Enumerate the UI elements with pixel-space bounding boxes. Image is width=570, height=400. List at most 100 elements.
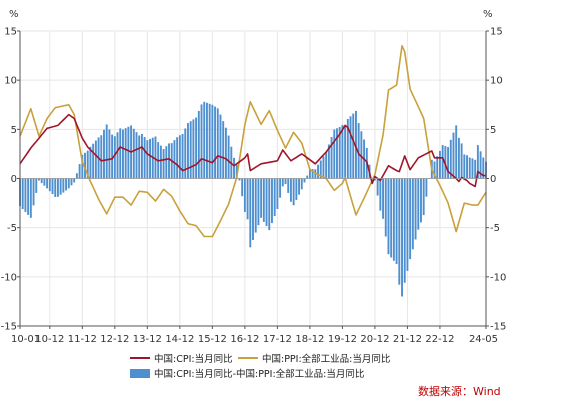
spread-bar: [460, 143, 463, 179]
spread-bar: [116, 132, 119, 179]
spread-bar: [70, 178, 73, 186]
spread-bar: [178, 135, 181, 179]
spread-bar: [319, 160, 322, 179]
spread-bar: [336, 128, 338, 179]
spread-bar: [159, 145, 162, 179]
spread-bar: [168, 143, 170, 179]
spread-bar: [224, 127, 227, 179]
spread-bar: [84, 152, 86, 179]
spread-bar: [409, 178, 412, 260]
spread-bar: [338, 127, 341, 179]
spread-bar: [143, 137, 146, 179]
spread-bar: [138, 135, 141, 179]
spread-bar: [466, 155, 468, 179]
spread-bar: [111, 134, 114, 179]
spread-bar: [474, 159, 477, 179]
spread-bar: [468, 157, 471, 179]
spread-bar: [227, 135, 230, 179]
legend-label-spread: 中国:CPI:当月同比-中国:PPI:全部工业品:当月同比: [154, 369, 365, 380]
spread-bar: [271, 178, 273, 224]
spread-bar: [149, 138, 151, 179]
spread-bar: [284, 178, 287, 185]
spread-bar: [62, 178, 65, 193]
spread-bar: [51, 178, 54, 195]
spread-bar: [216, 108, 219, 179]
spread-bar: [75, 173, 78, 179]
spread-bar: [476, 145, 479, 179]
x-tick-label: 16-12: [230, 334, 259, 345]
spread-bar: [447, 147, 450, 179]
spread-bar: [197, 110, 200, 179]
spread-bar: [222, 121, 225, 179]
spread-bar: [279, 178, 282, 198]
spread-bar: [382, 178, 384, 219]
spread-bar: [103, 129, 105, 179]
spread-bar: [262, 178, 265, 222]
spread-bar: [124, 128, 127, 179]
spread-bar: [132, 128, 135, 179]
ppi-line: [19, 45, 487, 238]
spread-bar: [249, 178, 252, 248]
spread-bar: [268, 178, 271, 231]
spread-bar: [292, 178, 295, 206]
spread-bar: [257, 178, 260, 226]
spread-bar: [254, 178, 257, 233]
spread-bar: [214, 106, 217, 179]
spread-bar: [330, 137, 333, 179]
spread-bar: [455, 125, 458, 179]
spread-bar: [452, 132, 455, 179]
spread-bar: [59, 178, 62, 195]
right-axis-unit: %: [483, 9, 493, 20]
spread-bar: [265, 178, 268, 227]
spread-bar: [273, 178, 276, 217]
spread-bar: [482, 157, 485, 179]
spread-bar: [252, 178, 254, 240]
spread-bar: [433, 161, 436, 179]
spread-bar: [444, 146, 447, 179]
spread-bar: [21, 178, 24, 209]
spread-bar: [344, 126, 347, 179]
legend-label-ppi: 中国:PPI:全部工业品:当月同比: [262, 354, 391, 365]
spread-bar: [200, 104, 203, 179]
spread-bar: [441, 145, 444, 179]
spread-bar: [195, 117, 198, 179]
spread-bar: [40, 178, 43, 184]
spread-bar: [449, 139, 452, 179]
spread-bar: [154, 136, 157, 179]
spread-bar: [311, 168, 314, 179]
y-tick-label-right: 10: [490, 76, 503, 87]
spread-bar: [341, 124, 344, 179]
spread-bar: [360, 131, 363, 179]
spread-bar: [414, 178, 417, 240]
spread-bar: [73, 178, 76, 183]
spread-bar: [29, 178, 32, 218]
y-tick-label-left: -5: [7, 223, 17, 234]
spread-bar: [376, 178, 379, 196]
spread-bar: [127, 126, 130, 179]
spread-bar: [24, 178, 27, 212]
spread-bar: [420, 178, 422, 223]
spread-bar: [406, 178, 409, 271]
spread-bar: [333, 129, 336, 179]
spread-bar: [203, 101, 206, 179]
y-tick-label-left: -15: [1, 322, 17, 333]
spread-bar: [260, 178, 263, 218]
spread-bar: [314, 169, 317, 179]
spread-bar: [411, 178, 414, 250]
spread-bar: [92, 143, 95, 179]
spread-bar: [457, 137, 460, 179]
spread-bar: [403, 178, 406, 283]
spread-bar: [208, 103, 211, 179]
x-tick-label: 13-12: [133, 334, 162, 345]
y-tick-label-left: 15: [4, 27, 17, 38]
spread-bar: [373, 178, 376, 181]
spread-bar: [162, 149, 165, 179]
spread-bar: [392, 178, 395, 261]
spread-bar: [241, 178, 244, 197]
x-tick-label: 11-12: [68, 334, 97, 345]
spread-bar: [387, 178, 390, 255]
spread-bar: [65, 178, 68, 191]
y-tick-label-right: -10: [490, 272, 506, 283]
legend-swatch-cpi: [130, 357, 150, 359]
spread-bar: [395, 178, 398, 265]
